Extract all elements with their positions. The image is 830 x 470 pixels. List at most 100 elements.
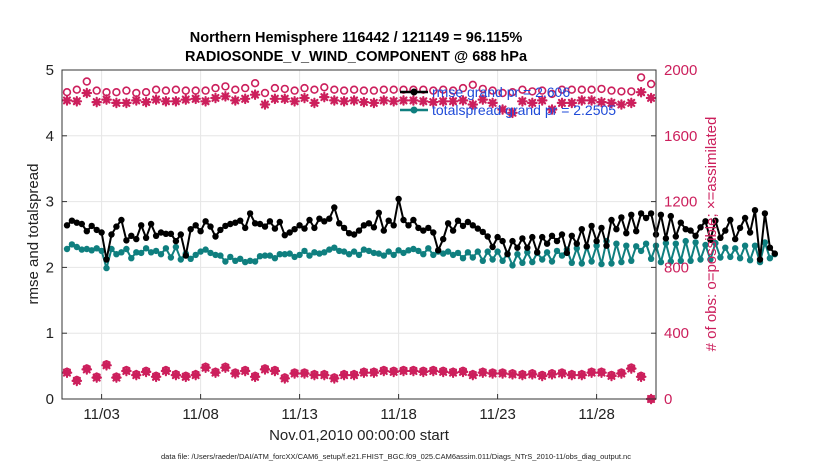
obs-possible-marker bbox=[211, 83, 220, 93]
rmse-point bbox=[311, 224, 318, 232]
obs-possible-marker bbox=[646, 79, 656, 89]
rmse-point bbox=[138, 222, 145, 229]
rmse-point bbox=[340, 224, 348, 232]
axis-ticks: 0 1 2 3 4 5 0 400 800 1200 1600 2000 11/03 11/08 11/13… bbox=[46, 62, 698, 423]
rmse-point bbox=[331, 204, 338, 211]
rmse-point bbox=[237, 217, 244, 224]
totalspread-point bbox=[548, 258, 556, 265]
rmse-point bbox=[687, 227, 694, 234]
x-axis-label: Nov.01,2010 00:00:00 start bbox=[269, 427, 450, 444]
rmse-point bbox=[593, 237, 600, 245]
obs-assimilated-marker bbox=[398, 95, 409, 106]
rmse-point bbox=[202, 218, 209, 225]
obs-assimilated-marker bbox=[309, 97, 320, 109]
obs-assimilated-lower-marker bbox=[596, 367, 607, 378]
obs-possible-marker bbox=[547, 89, 557, 99]
totalspread-point bbox=[103, 264, 110, 272]
obs-possible-marker bbox=[429, 86, 438, 95]
rmse-point bbox=[459, 222, 467, 230]
y-tick-label: 4 bbox=[46, 128, 54, 145]
obs-possible-marker bbox=[448, 86, 458, 95]
rmse-point bbox=[271, 225, 279, 232]
obs-assimilated-lower-marker bbox=[467, 369, 479, 381]
obs-assimilated-marker bbox=[269, 93, 281, 105]
totalspread-point bbox=[727, 253, 734, 261]
obs-assimilated-marker bbox=[625, 97, 637, 109]
y-tick-label: 3 bbox=[46, 194, 54, 211]
totalspread-point bbox=[573, 245, 580, 252]
obs-possible-marker bbox=[627, 87, 636, 96]
rmse-point bbox=[405, 222, 412, 229]
obs-possible-marker bbox=[92, 86, 101, 95]
totalspread-point bbox=[286, 250, 293, 257]
obs-possible-marker bbox=[201, 86, 210, 95]
obs-assimilated-lower-marker bbox=[625, 363, 637, 374]
obs-possible-marker bbox=[528, 87, 537, 96]
totalspread-point bbox=[321, 249, 328, 256]
obs-assimilated-lower-marker bbox=[259, 364, 271, 375]
legend: rmse grand pr = 2.606 totalspread grand … bbox=[400, 84, 616, 118]
obs-assimilated-marker bbox=[497, 104, 508, 115]
totalspread-point bbox=[489, 256, 496, 263]
rmse-point bbox=[464, 218, 472, 226]
totalspread-point bbox=[222, 258, 229, 265]
y2-tick-label: 800 bbox=[664, 259, 689, 276]
rmse-point bbox=[489, 243, 496, 251]
totalspread-point bbox=[484, 248, 491, 255]
totalspread-point bbox=[692, 239, 699, 246]
totalspread-point bbox=[633, 243, 640, 250]
y-axis-label: rmse and totalspread bbox=[25, 164, 42, 305]
totalspread-point bbox=[469, 254, 476, 261]
totalspread-point bbox=[628, 257, 635, 264]
obs-assimilated-lower-marker bbox=[437, 366, 449, 378]
rmse-point bbox=[440, 235, 447, 243]
totalspread-point bbox=[761, 239, 769, 246]
rmse-point bbox=[474, 225, 481, 232]
obs-possible-marker bbox=[537, 86, 547, 95]
obs-assimilated-lower-marker bbox=[309, 369, 320, 381]
totalspread-point bbox=[266, 252, 274, 259]
rmse-point bbox=[390, 222, 397, 229]
rmse-point bbox=[187, 226, 194, 233]
totalspread-point bbox=[113, 251, 120, 258]
rmse-point bbox=[133, 235, 140, 243]
rmse-point bbox=[365, 220, 373, 227]
obs-assimilated-lower-marker bbox=[338, 369, 350, 381]
chart-title: Northern Hemisphere 116442 / 121149 = 96… bbox=[190, 30, 523, 46]
rmse-point bbox=[350, 231, 358, 238]
obs-possible-marker bbox=[359, 86, 369, 95]
totalspread-point bbox=[618, 258, 625, 266]
rmse-point bbox=[479, 228, 486, 236]
totalspread-point bbox=[237, 255, 244, 262]
totalspread-point bbox=[425, 245, 432, 252]
totalspread-point bbox=[162, 245, 170, 252]
totalspread-point bbox=[499, 257, 506, 264]
totalspread-point bbox=[459, 255, 467, 262]
obs-possible-marker bbox=[161, 86, 171, 95]
obs-possible-marker bbox=[260, 88, 270, 98]
obs-possible-marker bbox=[72, 85, 82, 94]
rmse-point bbox=[563, 249, 571, 257]
rmse-point bbox=[613, 226, 620, 233]
rmse-point bbox=[256, 220, 264, 228]
totalspread-point bbox=[746, 257, 754, 264]
rmse-point bbox=[222, 222, 229, 230]
obs-assimilated-marker bbox=[526, 97, 538, 109]
obs-assimilated-marker bbox=[289, 96, 300, 107]
obs-possible-marker bbox=[636, 73, 646, 82]
totalspread-point bbox=[722, 244, 729, 251]
totalspread-point bbox=[642, 240, 650, 247]
x-tick-label: 11/18 bbox=[380, 406, 416, 423]
totalspread-point bbox=[543, 249, 551, 256]
totalspread-point bbox=[336, 247, 343, 255]
rmse-point bbox=[251, 220, 259, 227]
rmse-point bbox=[524, 244, 531, 251]
totalspread-point bbox=[331, 244, 338, 251]
chart-subtitle: RADIOSONDE_V_WIND_COMPONENT @ 688 hPa bbox=[185, 49, 528, 65]
rmse-point bbox=[499, 237, 506, 245]
obs-assimilated-lower-marker bbox=[566, 369, 578, 381]
obs-possible-marker bbox=[290, 86, 299, 95]
obs-assimilated-lower-marker bbox=[279, 373, 290, 384]
rmse-point bbox=[88, 222, 95, 230]
rmse-point bbox=[375, 209, 382, 216]
